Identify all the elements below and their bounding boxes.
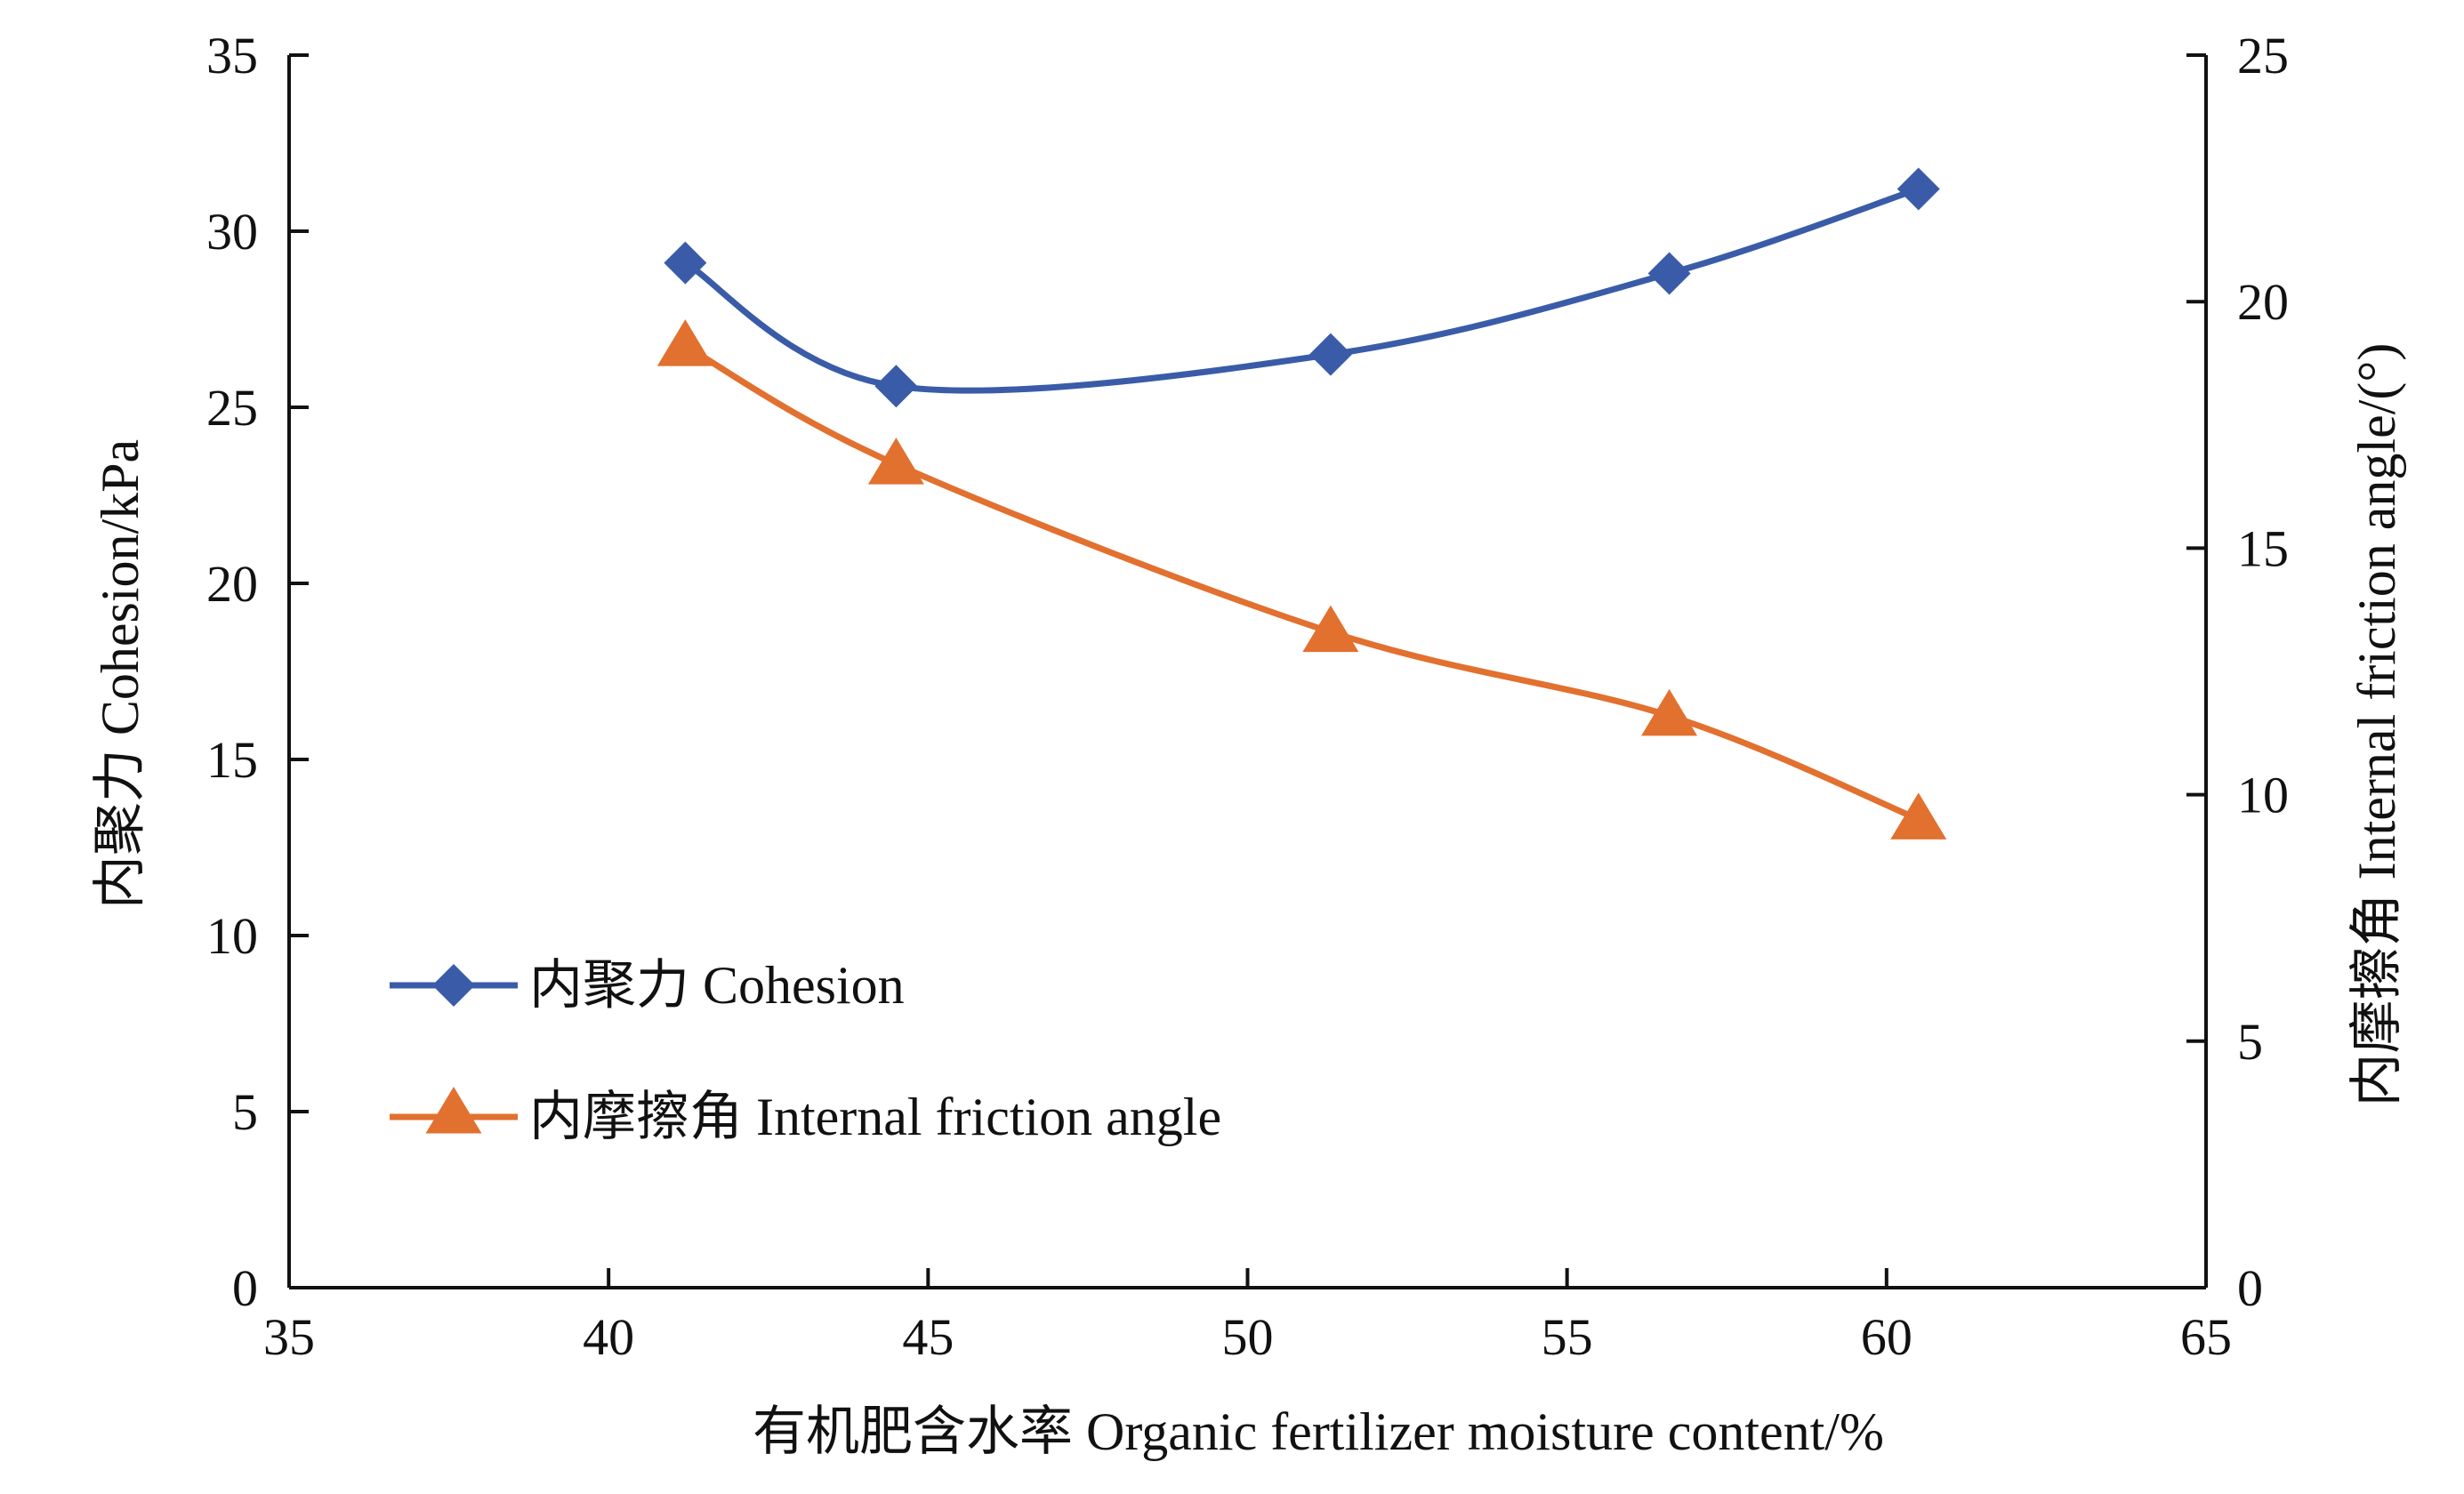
diamond-marker <box>1647 252 1691 295</box>
right-y-tick-label: 20 <box>2237 273 2289 331</box>
legend-diamond-marker <box>432 964 475 1007</box>
legend: 内聚力 Cohesion 内摩擦角 Internal friction angle <box>390 956 1221 1146</box>
triangle-marker <box>656 319 713 366</box>
legend-label: 内摩擦角 Internal friction angle <box>529 1088 1221 1146</box>
x-tick-label: 35 <box>263 1308 315 1366</box>
x-tick-label: 55 <box>1542 1308 1593 1366</box>
series-layer <box>656 167 1947 839</box>
x-axis-title: 有机肥含水率 Organic fertilizer moisture conte… <box>753 1402 1884 1461</box>
legend-triangle-marker <box>425 1087 482 1134</box>
x-tick-label: 60 <box>1861 1308 1912 1366</box>
x-tick-label: 45 <box>902 1308 954 1366</box>
x-tick-label: 65 <box>2180 1308 2232 1366</box>
left-y-tick-label: 5 <box>232 1083 258 1141</box>
triangle-marker <box>1890 792 1947 839</box>
diamond-marker <box>1308 333 1352 376</box>
triangle-marker <box>1641 688 1698 736</box>
x-tick-label: 40 <box>583 1308 634 1366</box>
left-y-tick-label: 0 <box>232 1259 258 1317</box>
x-tick-label: 50 <box>1222 1308 1274 1366</box>
left-y-tick-label: 20 <box>206 555 258 613</box>
triangle-marker <box>867 438 924 485</box>
diamond-marker <box>664 241 707 285</box>
left-y-tick-label: 35 <box>206 27 258 84</box>
series-line <box>683 186 1920 394</box>
right-y-tick-label: 5 <box>2237 1013 2263 1071</box>
left-y-tick-label: 30 <box>206 203 258 261</box>
series-1 <box>664 167 1940 408</box>
diamond-marker <box>874 365 918 408</box>
legend-label: 内聚力 Cohesion <box>529 956 905 1015</box>
legend-item-1: 内聚力 Cohesion <box>390 956 905 1015</box>
left-y-axis-title: 内聚力 Cohesion/kPa <box>91 439 149 909</box>
left-y-tick-label: 25 <box>206 379 258 437</box>
series-line <box>683 343 1920 823</box>
right-y-tick-label: 15 <box>2237 519 2289 577</box>
legend-item-2: 内摩擦角 Internal friction angle <box>390 1087 1221 1146</box>
right-y-tick-label: 25 <box>2237 27 2289 84</box>
series-2 <box>656 319 1947 839</box>
diamond-marker <box>1896 167 1940 211</box>
left-y-tick-label: 15 <box>206 731 258 789</box>
right-y-tick-label: 10 <box>2237 767 2289 824</box>
right-y-axis-title: 内摩擦角 Internal friction angle/(°) <box>2347 343 2406 1107</box>
left-y-tick-label: 10 <box>206 907 258 965</box>
right-y-tick-label: 0 <box>2237 1259 2263 1317</box>
triangle-marker <box>1302 605 1359 653</box>
